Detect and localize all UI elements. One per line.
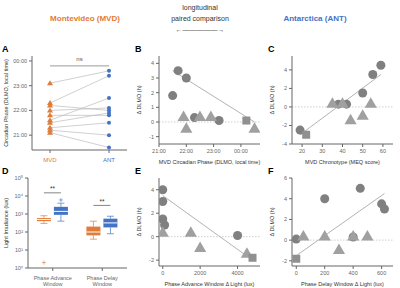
svg-text:60: 60 <box>380 148 386 154</box>
svg-text:2000: 2000 <box>194 270 206 276</box>
svg-text:4: 4 <box>151 187 154 193</box>
svg-text:400: 400 <box>349 270 358 276</box>
svg-text:0: 0 <box>284 237 287 243</box>
html-text:Antarctica (ANT): Antarctica (ANT) <box>283 14 347 23</box>
svg-text:Light Irradiance (lux): Light Irradiance (lux) <box>8 198 9 248</box>
svg-text:4000: 4000 <box>231 270 243 276</box>
svg-text:00:00: 00:00 <box>234 148 248 154</box>
svg-text:40: 40 <box>339 148 345 154</box>
svg-text:Circadian Phase (DLMO, local t: Circadian Phase (DLMO, local time) <box>8 59 9 147</box>
svg-text:6: 6 <box>284 175 287 181</box>
svg-text:20: 20 <box>299 148 305 154</box>
html-text:paired comparison: paired comparison <box>171 15 229 22</box>
svg-text:0: 0 <box>151 234 154 240</box>
svg-text:Δ DLMO (h): Δ DLMO (h) <box>269 85 275 114</box>
svg-text:23:00: 23:00 <box>207 148 221 154</box>
html-text:Montevideo (MVD): Montevideo (MVD) <box>50 14 120 23</box>
html-text:longitudinal: longitudinal <box>182 4 218 11</box>
svg-text:21:00: 21:00 <box>152 148 166 154</box>
svg-text:4: 4 <box>284 196 287 202</box>
svg-text:MVD Chronotype (MEQ score): MVD Chronotype (MEQ score) <box>305 159 380 165</box>
svg-text:600: 600 <box>377 270 386 276</box>
svg-text:MVD: MVD <box>43 157 57 163</box>
svg-text:MVD Circadian Phase (DLMO, loc: MVD Circadian Phase (DLMO, local time) <box>159 159 261 165</box>
svg-text:2: 2 <box>151 90 154 96</box>
svg-text:-2: -2 <box>149 257 154 263</box>
svg-text:**: ** <box>50 185 56 192</box>
svg-text:0: 0 <box>295 270 298 276</box>
svg-text:2: 2 <box>284 85 287 91</box>
svg-text:ANT: ANT <box>103 157 115 163</box>
html-text:D: D <box>2 166 9 176</box>
svg-text:22:00: 22:00 <box>179 148 193 154</box>
svg-text:4: 4 <box>284 67 287 73</box>
svg-text:4: 4 <box>151 60 154 66</box>
svg-text:10¹: 10¹ <box>15 247 23 253</box>
svg-text:ns: ns <box>76 56 82 62</box>
html-text:F: F <box>268 166 274 176</box>
svg-text:Phase DelayWindow: Phase DelayWindow <box>87 275 118 287</box>
svg-text:10⁵: 10⁵ <box>15 175 23 181</box>
html-text:C: C <box>268 44 275 54</box>
html-text:E: E <box>135 166 141 176</box>
svg-text:-4: -4 <box>282 141 287 147</box>
svg-text:-2: -2 <box>282 258 287 264</box>
svg-text:Phase AdvanceWindow: Phase AdvanceWindow <box>34 275 72 287</box>
svg-text:1: 1 <box>151 104 154 110</box>
svg-text:**: ** <box>99 198 105 205</box>
svg-text:Δ DLMO (h): Δ DLMO (h) <box>136 207 142 236</box>
svg-text:Phase Advance Window Δ Light (: Phase Advance Window Δ Light (lux) <box>165 281 255 287</box>
svg-text:21:00: 21:00 <box>13 132 27 138</box>
svg-text:3: 3 <box>151 75 154 81</box>
svg-text:-2: -2 <box>282 122 287 128</box>
svg-text:10⁴: 10⁴ <box>15 193 24 199</box>
svg-text:Phase Delay Window Δ Light (lu: Phase Delay Window Δ Light (lux) <box>301 281 384 287</box>
svg-text:200: 200 <box>320 270 329 276</box>
svg-text:00:00: 00:00 <box>13 58 27 64</box>
html-text:B: B <box>135 44 142 54</box>
svg-text:23:00: 23:00 <box>13 83 27 89</box>
svg-text:-1: -1 <box>149 134 154 140</box>
svg-text:2: 2 <box>151 210 154 216</box>
svg-text:Δ DLMO (h): Δ DLMO (h) <box>269 207 275 236</box>
svg-text:22:00: 22:00 <box>13 107 27 113</box>
html-text:A: A <box>2 44 9 54</box>
svg-text:10³: 10³ <box>15 211 23 217</box>
svg-text:30: 30 <box>319 148 325 154</box>
svg-text:0: 0 <box>284 104 287 110</box>
svg-text:2: 2 <box>284 216 287 222</box>
svg-text:Δ DLMO (h): Δ DLMO (h) <box>136 85 142 114</box>
svg-text:10²: 10² <box>15 229 23 235</box>
svg-text:10⁰: 10⁰ <box>15 265 24 271</box>
svg-text:50: 50 <box>360 148 366 154</box>
svg-text:0: 0 <box>161 270 164 276</box>
svg-text:0: 0 <box>151 119 154 125</box>
